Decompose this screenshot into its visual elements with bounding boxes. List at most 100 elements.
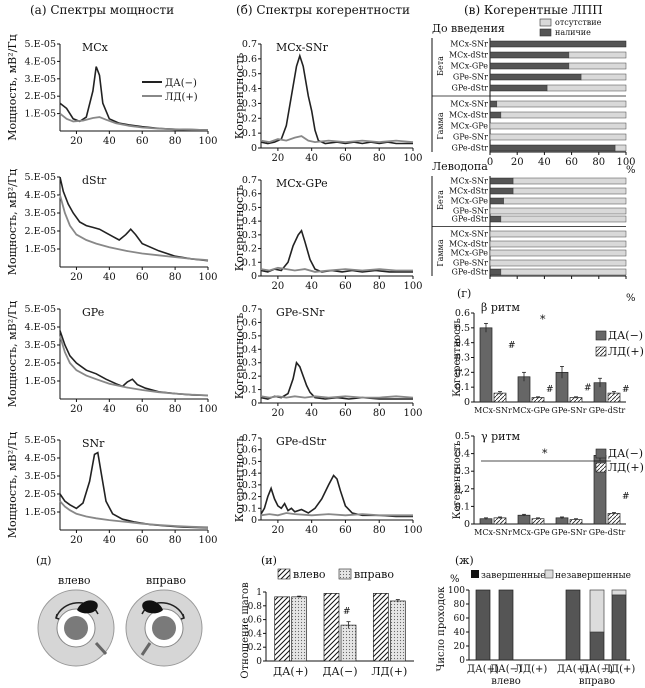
x-tick-label: 100 [198, 535, 217, 546]
y-tick-label: 4.E-05 [25, 453, 56, 464]
bar-absent [568, 51, 627, 59]
category-label: GPe-dStr [452, 84, 489, 93]
category-label: GPe-dStr [452, 144, 489, 153]
section-title-c: (в) Когерентные ЛПП [464, 3, 603, 17]
series-line [260, 395, 414, 399]
x-tick-label: 80 [373, 153, 386, 164]
group-label: Бета [436, 56, 445, 76]
series-line [59, 194, 209, 262]
bar-present [489, 111, 502, 119]
bar-da-minus [479, 327, 493, 403]
y-tick-label: 0.4 [455, 338, 470, 349]
star-marker: * [540, 313, 546, 326]
y-tick-label: 0 [464, 519, 470, 530]
legend-swatch [595, 330, 607, 341]
legend-swatch [539, 18, 552, 27]
y-tick-label: 0.5 [242, 331, 257, 342]
bar-left [372, 593, 389, 662]
category-label: GPe-SNr [453, 259, 488, 268]
y-tick-label: 5.E-05 [25, 435, 56, 446]
bar-absent [489, 207, 627, 215]
bar-absent [614, 144, 627, 152]
section-title-a: (а) Спектры мощности [30, 3, 174, 17]
category-label: ДА(−) [322, 665, 357, 678]
y-tick-label: 0.4 [242, 84, 257, 95]
bar-present [489, 62, 570, 70]
category-label: MCx-GPe [450, 122, 488, 131]
y-tick-label: 100 [448, 586, 465, 596]
y-tick-label: 1.E-05 [25, 109, 56, 120]
bar-absent [500, 111, 627, 119]
section-title-zh: (ж) [455, 554, 474, 567]
category-label: GPe-SNr [453, 73, 488, 82]
y-tick-label: 0.6 [242, 445, 257, 456]
x-tick-label: 100 [198, 272, 217, 283]
y-tick-label: 4.E-05 [25, 190, 56, 201]
legend-label: ЛД(+) [608, 461, 644, 474]
panel-label: GPe-SNr [276, 306, 325, 319]
star-marker: * [542, 447, 548, 460]
hash-marker: # [508, 341, 516, 351]
x-tick-label: 100 [403, 408, 422, 419]
bar-absent [546, 84, 627, 92]
y-tick-label: 0.6 [242, 54, 257, 65]
chart-coh-gpe-dstr: 20 40 60 80 100 0.70.60.50.40.30.20.10 Когерен… [233, 433, 423, 536]
section-title-b: (б) Спектры когерентности [236, 3, 410, 17]
y-tick-label: 0.1 [242, 503, 257, 514]
series-line [260, 135, 414, 144]
chart-power-dstr: 20 40 60 80 100 5.E-05 4.E-05 3.E-05 2.E-05 1.E-0… [6, 169, 218, 283]
section-title-d: (д) [36, 554, 51, 567]
x-unit-label: % [626, 165, 636, 176]
x-tick-label: 80 [169, 272, 182, 283]
category-label: MCx-dStr [449, 111, 488, 120]
y-tick-label: 0.1 [242, 385, 257, 396]
bar-da-minus [555, 517, 569, 525]
y-tick-label: 0.1 [242, 128, 257, 139]
category-label: MCx-GPe [450, 197, 488, 206]
group-label: влево [491, 676, 521, 687]
rat-icon [142, 600, 163, 614]
panel-label: MCx [82, 41, 109, 54]
y-tick-label: 0 [251, 398, 257, 409]
x-tick-label: 80 [169, 404, 182, 415]
y-tick-label: 1.E-05 [25, 507, 56, 518]
category-label: MCx-GPe [450, 62, 488, 71]
x-tick-label: 60 [339, 408, 352, 419]
x-tick-label: 60 [339, 525, 352, 536]
chart-coh-mcx-snr: 20 40 60 80 100 0.7 0.6 0.5 0.4 0.3 0.2 0.1 0 Когерен… [233, 39, 423, 164]
legend-label: незавершенные [555, 571, 631, 581]
series-line [59, 330, 209, 397]
category-label: MCx-SNr [474, 528, 512, 537]
legend-label: влево [293, 568, 326, 581]
legend-label: наличие [555, 28, 591, 37]
chart-power-mcx: 20 40 60 80 100 5.E-05 4.E-05 3.E-05 2.E-05 1.E-0… [6, 34, 218, 147]
bar-absent [568, 62, 627, 70]
bar-absent [500, 268, 627, 276]
x-tick-label: 20 [511, 157, 524, 168]
bar-absent [489, 230, 627, 238]
bar-incomplete [611, 589, 627, 596]
x-tick-label: 80 [373, 408, 386, 419]
chart-coh-mcx-gpe: 20 40 60 80 100 0.7 0.6 0.5 0.4 0.3 0.2 0.1 0 Когерен… [233, 175, 423, 292]
y-tick-label: 0.4 [242, 468, 257, 479]
x-tick-label: 0 [487, 157, 493, 168]
x-tick-label: 100 [403, 525, 422, 536]
category-label: ДА(+) [467, 664, 499, 675]
bar-present [489, 215, 502, 223]
series-line [260, 266, 413, 273]
y-tick-label: 0.5 [242, 69, 257, 80]
category-label: MCx-dStr [449, 51, 488, 60]
x-tick-label: 80 [169, 136, 182, 147]
y-tick-label: 0.4 [248, 629, 263, 639]
category-label: GPe-dStr [589, 528, 626, 537]
series-line [59, 112, 209, 131]
group-label: Бета [436, 190, 445, 210]
category-label: GPe-dStr [452, 215, 489, 224]
y-axis-label: Когерентность [452, 440, 463, 519]
bar-incomplete [589, 589, 605, 633]
category-label: GPe-dStr [589, 406, 626, 415]
y-tick-label: 0.5 [455, 323, 470, 334]
x-tick-label: 40 [103, 404, 116, 415]
